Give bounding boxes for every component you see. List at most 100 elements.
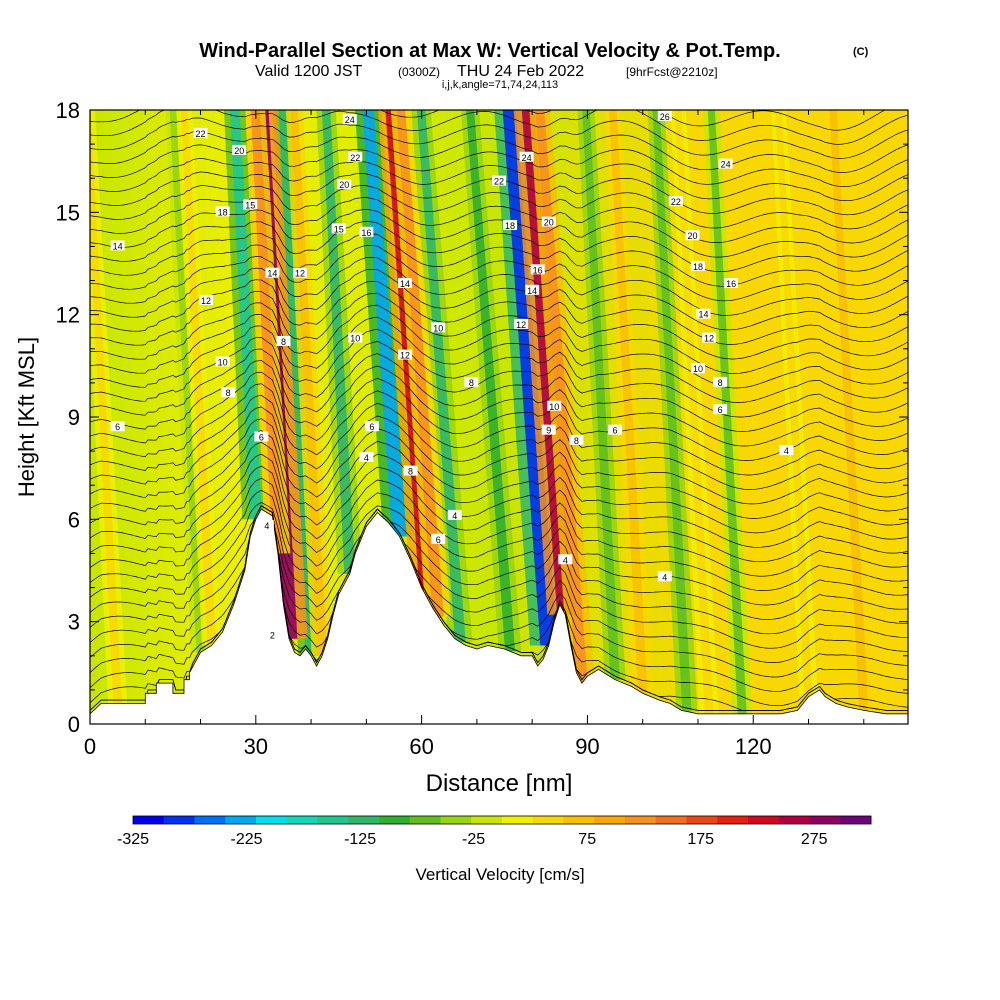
isentrope-label: 10: [431, 322, 446, 333]
isentrope-line: [90, 383, 908, 476]
isentrope-line: [90, 185, 908, 230]
chart-title: Wind-Parallel Section at Max W: Vertical…: [199, 40, 780, 62]
colorbar-swatch: [379, 816, 411, 824]
isentrope-label-text: 8: [469, 378, 474, 388]
isentrope-label-text: 4: [452, 511, 457, 521]
isentrope-label: 9: [541, 424, 556, 436]
isentrope-label: 10: [348, 332, 363, 344]
y-tick-label: 3: [68, 610, 80, 635]
valid-utc: (0300Z): [398, 65, 440, 79]
y-axis-label: Height [Kft MSL]: [14, 337, 39, 497]
colorbar-tick-label: -25: [462, 831, 485, 848]
isentrope-label-text: 4: [264, 521, 269, 531]
updraft-core: [250, 110, 284, 554]
isentrope-label-text: 12: [704, 334, 714, 344]
colorbar-swatch: [225, 816, 257, 824]
isentrope-label-text: 14: [698, 310, 708, 320]
isentrope-label-bg: [713, 404, 728, 415]
isentrope-contours: [90, 110, 908, 711]
updraft-core: [674, 110, 714, 714]
isentrope-label: 15: [331, 223, 346, 234]
isentrope-line: [90, 290, 908, 360]
isentrope-label-bg: [265, 629, 280, 640]
isentrope-label-text: 2: [270, 630, 275, 640]
isentrope-line: [90, 117, 908, 159]
isentrope-line: [90, 314, 908, 389]
isentrope-label-bg: [724, 277, 739, 288]
colorbar-tick-label: 275: [801, 831, 828, 848]
y-tick-label: 18: [56, 98, 80, 123]
isentrope-label-bg: [702, 332, 717, 343]
isentrope-label-bg: [276, 335, 291, 346]
isentrope-line: [90, 131, 908, 173]
colorbar-tick-label: -125: [344, 831, 376, 848]
isentrope-label-bg: [215, 206, 230, 217]
isentrope-label: 10: [690, 363, 705, 374]
isentrope-label-text: 4: [563, 555, 568, 565]
colorbar-swatch: [194, 816, 226, 824]
isentrope-label-bg: [608, 424, 623, 435]
isentrope-label-bg: [199, 295, 214, 306]
isentrope-label: 22: [193, 127, 208, 139]
isentrope-label-bg: [657, 110, 672, 121]
isentrope-label: 22: [492, 175, 506, 187]
isentrope-line: [90, 360, 908, 447]
isentrope-label: 26: [657, 110, 672, 122]
isentrope-label-bg: [110, 421, 125, 432]
y-tick-label: 0: [68, 712, 80, 737]
isentrope-label-bg: [492, 175, 506, 186]
isentrope-label-bg: [718, 158, 733, 169]
isentrope-label-text: 8: [408, 467, 413, 477]
isentrope-line: [90, 348, 908, 432]
isentrope-label: 12: [293, 267, 308, 279]
axes: 0 30 60 90 120 0 3 6 9 12 15 18: [56, 98, 908, 759]
isentrope-label: 4: [657, 571, 672, 582]
isentrope-line: [90, 197, 908, 244]
updraft-band: [90, 110, 128, 704]
y-tick-label: 12: [56, 303, 80, 328]
isentrope-line: [90, 505, 908, 649]
isentrope-line: [90, 110, 908, 145]
isentrope-label-text: 22: [671, 197, 681, 207]
isentrope-label-bg: [337, 179, 352, 190]
isentrope-label-bg: [398, 277, 413, 288]
isentrope-label-bg: [215, 356, 230, 367]
valid-time-line: Valid 1200 JST (0300Z) THU 24 Feb 2022 […: [255, 63, 718, 80]
isentrope-label-text: 16: [533, 265, 543, 275]
valid-prefix: Valid 1200 JST: [255, 63, 363, 80]
isentrope-label: 6: [110, 421, 125, 432]
isentrope-label: 10: [215, 356, 230, 367]
colorbar-swatch: [717, 816, 749, 824]
valid-date: THU 24 Feb 2022: [457, 63, 584, 80]
isentrope-label: 12: [398, 349, 413, 361]
isentrope-label: 18: [690, 260, 705, 272]
downdraft-core: [466, 110, 516, 652]
isentrope-label-bg: [331, 223, 346, 234]
isentrope-label: 6: [364, 421, 379, 432]
isentrope-line: [90, 505, 908, 663]
isentrope-label-bg: [447, 509, 462, 520]
isentrope-line: [90, 430, 908, 534]
isentrope-label-bg: [348, 151, 363, 162]
colorbar-swatch: [502, 816, 534, 824]
isentrope-label-bg: [514, 318, 529, 329]
isentrope-line: [90, 267, 908, 331]
isentrope-label: 18: [503, 219, 518, 231]
isentrope-label-bg: [364, 421, 379, 432]
isentrope-label-bg: [232, 144, 247, 155]
colorbar-swatch: [133, 816, 165, 824]
isentrope-label: 24: [342, 114, 357, 125]
isentrope-label: 2: [265, 629, 280, 640]
isentrope-label-bg: [293, 267, 308, 278]
isentrope-label-bg: [530, 264, 545, 275]
isentrope-label: 20: [541, 216, 556, 228]
colorbar-swatch: [809, 816, 841, 824]
isentrope-label-bg: [342, 114, 357, 125]
isentrope-label-text: 14: [267, 269, 277, 279]
isentrope-label-text: 8: [281, 337, 286, 347]
isentrope-label: 16: [724, 277, 739, 289]
isentrope-line: [90, 157, 908, 202]
colorbar-swatch: [317, 816, 349, 824]
isentrope-label-bg: [359, 451, 374, 462]
isentrope-line: [90, 302, 908, 374]
